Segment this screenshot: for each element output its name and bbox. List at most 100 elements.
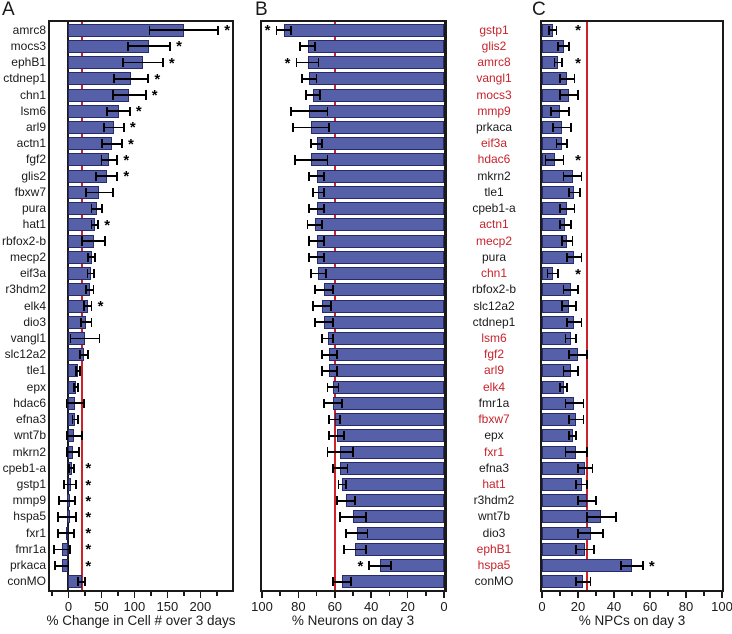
errorbar-cap-C-cpeb1-a-1 (573, 204, 576, 214)
errorbar-cap-A-wnt7b-0 (66, 431, 69, 441)
errorbar-cap-A-pura-0 (90, 204, 93, 214)
errorbar-A-fxr1 (57, 532, 74, 535)
errorbar-A-dio3 (80, 321, 92, 324)
errorbar-cap-B-cpeb1-a-0 (322, 204, 325, 214)
row-label-A-ctdnep1: ctdnep1 (3, 71, 46, 86)
errorbar-cap-B-fmr1a-0 (341, 398, 343, 408)
row-label-A-elk4: elk4 (23, 298, 46, 313)
errorbar-B-wnt7b (340, 516, 366, 518)
errorbar-cap-A-elk4-1 (90, 301, 93, 311)
sig-star-A-gstp1: * (85, 476, 92, 494)
row-label-A-conMO: conMO (7, 574, 46, 589)
errorbar-B-mmp9 (291, 110, 328, 113)
row-label-A-rbfox2-b: rbfox2-b (1, 233, 46, 248)
errorbar-C-arl9 (563, 370, 578, 372)
bar-B-epx (336, 429, 444, 443)
row-label-B-fmr1a: fmr1a (478, 395, 510, 410)
errorbar-A-fmr1a (53, 548, 70, 551)
errorbar-cap-B-lsm6-1 (321, 333, 323, 344)
bar-C-hspa5 (542, 559, 632, 573)
errorbar-cap-B-vangl1-1 (301, 74, 303, 84)
errorbar-B-prkaca (292, 126, 330, 129)
x-axis-title-c: % NPCs on day 3 (578, 613, 686, 628)
bar-B-wnt7b (353, 510, 444, 524)
errorbar-cap-B-conMO-0 (350, 577, 353, 587)
sig-star-B-hspa5: * (357, 557, 364, 575)
errorbar-cap-A-hspa5-0 (57, 512, 59, 522)
tick-A-50 (100, 592, 103, 598)
errorbar-A-r3hdm2 (85, 288, 94, 291)
sig-star-A-fxr1: * (85, 525, 92, 543)
errorbar-cap-B-mecp2-0 (322, 236, 325, 246)
tick-C-0 (541, 592, 543, 598)
bar-B-efna3 (340, 461, 444, 475)
errorbar-cap-B-glis2-0 (313, 41, 316, 51)
errorbar-cap-A-fbxw7-0 (85, 187, 88, 197)
tick-A-150 (166, 592, 169, 598)
errorbar-C-mkrn2 (563, 175, 582, 178)
errorbar-cap-B-conMO-1 (332, 577, 334, 587)
bar-B-mmp9 (309, 104, 444, 118)
sig-star-A-amrc8: * (224, 22, 231, 40)
bar-B-elk4 (332, 380, 444, 394)
sig-star-C-gstp1: * (575, 22, 581, 40)
errorbar-cap-A-arl9-1 (122, 122, 125, 133)
errorbar-cap-B-prkaca-1 (292, 122, 294, 133)
tick-label-A-50: 50 (94, 599, 109, 614)
minor-tick-C-10 (559, 592, 561, 596)
errorbar-C-ctdnep1 (567, 321, 582, 324)
errorbar-cap-A-eif3a-1 (93, 268, 96, 279)
errorbar-B-eif3a (311, 142, 323, 145)
errorbar-cap-C-actn1-1 (569, 220, 572, 230)
errorbar-C-glis2 (558, 45, 569, 48)
errorbar-cap-C-pura-1 (580, 252, 583, 262)
tick-A-0 (67, 592, 70, 598)
errorbar-C-hspa5 (621, 564, 643, 567)
errorbar-cap-A-fmr1a-0 (53, 544, 55, 555)
bar-B-tle1 (318, 185, 444, 199)
errorbar-C-mmp9 (551, 110, 569, 113)
row-label-A-amrc8: amrc8 (12, 22, 46, 37)
errorbar-cap-B-fxr1-0 (352, 447, 354, 457)
minor-tick-A--25 (51, 592, 53, 596)
errorbar-cap-C-mocs3-1 (577, 90, 579, 100)
errorbar-A-ephB1 (123, 61, 163, 64)
bar-B-dio3 (356, 526, 444, 540)
tick-C-100 (721, 592, 723, 598)
errorbar-cap-B-dio3-0 (366, 528, 369, 538)
errorbar-cap-C-mmp9-0 (550, 106, 552, 116)
errorbar-A-hspa5 (57, 516, 77, 518)
errorbar-C-fmr1a (565, 402, 584, 405)
errorbar-cap-A-hat1-0 (90, 220, 93, 230)
errorbar-B-fxr1 (327, 451, 353, 453)
errorbar-B-mocs3 (305, 94, 321, 96)
errorbar-cap-A-wnt7b-1 (80, 431, 83, 441)
errorbar-cap-B-mkrn2-1 (308, 171, 311, 181)
errorbar-A-mmp9 (59, 499, 76, 502)
bar-B-eif3a (316, 137, 444, 151)
errorbar-B-glis2 (300, 45, 315, 48)
errorbar-cap-B-dio3-1 (344, 528, 347, 538)
errorbar-B-pura (309, 256, 324, 259)
row-label-B-actn1: actn1 (479, 217, 509, 232)
errorbar-cap-B-chn1-0 (324, 268, 327, 279)
errorbar-cap-A-dio3-0 (80, 317, 82, 327)
errorbar-cap-C-mmp9-1 (568, 106, 570, 116)
sig-star-A-lsm6: * (135, 103, 142, 121)
reference-line-C (586, 22, 588, 590)
errorbar-cap-B-hspa5-1 (368, 561, 371, 571)
errorbar-cap-A-ctdnep1-1 (147, 74, 150, 84)
errorbar-cap-B-mmp9-0 (326, 106, 329, 116)
errorbar-cap-C-prkaca-1 (569, 122, 572, 133)
errorbar-B-chn1 (311, 272, 326, 275)
x-axis-title-a: % Change in Cell # over 3 days (46, 613, 236, 628)
errorbar-cap-A-chn1-0 (111, 90, 114, 100)
sig-star-A-hspa5: * (85, 509, 92, 527)
errorbar-B-r3hdm2 (336, 499, 355, 502)
errorbar-cap-A-conMO-1 (84, 577, 86, 587)
tick-B-0 (443, 592, 445, 598)
errorbar-C-elk4 (560, 386, 568, 389)
errorbar-cap-C-cpeb1-a-0 (559, 204, 561, 214)
errorbar-cap-C-lsm6-0 (564, 333, 567, 344)
bar-B-ephB1 (354, 542, 444, 556)
